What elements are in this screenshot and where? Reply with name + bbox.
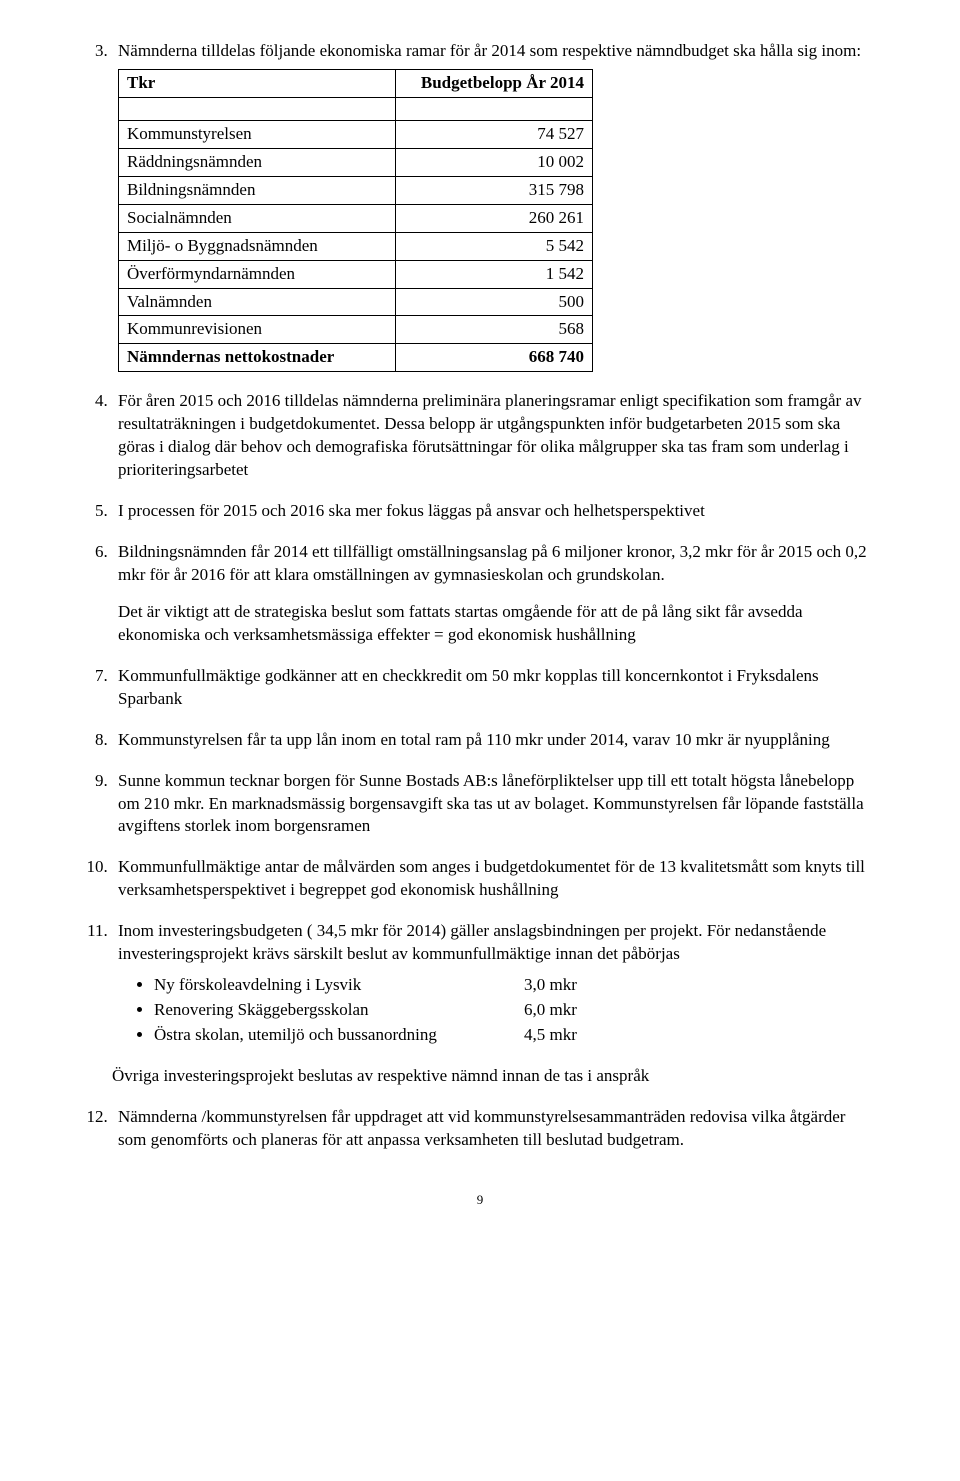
table-spacer-row [119, 97, 593, 120]
budget-table: Tkr Budgetbelopp År 2014 Kommunstyrelsen… [118, 69, 593, 372]
row-label: Valnämnden [119, 288, 396, 316]
table-row: Socialnämnden260 261 [119, 204, 593, 232]
item9-text: Sunne kommun tecknar borgen för Sunne Bo… [118, 771, 864, 836]
row-value: 568 [396, 316, 593, 344]
item6-p2: Det är viktigt att de strategiska beslut… [118, 601, 870, 647]
row-value: 260 261 [396, 204, 593, 232]
numbered-list-continued: Nämnderna /kommunstyrelsen får uppdraget… [90, 1106, 870, 1152]
table-row: Räddningsnämnden10 002 [119, 148, 593, 176]
item11-p1: Inom investeringsbudgeten ( 34,5 mkr för… [118, 921, 826, 963]
item10-text: Kommunfullmäktige antar de målvärden som… [118, 857, 865, 899]
bullet-amount: 6,0 mkr [524, 999, 624, 1022]
item8-text: Kommunstyrelsen får ta upp lån inom en t… [118, 730, 830, 749]
header-tkr: Tkr [119, 69, 396, 97]
item12-text: Nämnderna /kommunstyrelsen får uppdraget… [118, 1107, 845, 1149]
bullet-amount: 3,0 mkr [524, 974, 624, 997]
list-item-9: Sunne kommun tecknar borgen för Sunne Bo… [112, 770, 870, 839]
document-page: Nämnderna tilldelas följande ekonomiska … [0, 0, 960, 1481]
list-item-4: För åren 2015 och 2016 tilldelas nämnder… [112, 390, 870, 482]
table-total-row: Nämndernas nettokostnader 668 740 [119, 344, 593, 372]
total-value: 668 740 [396, 344, 593, 372]
bullet-item: Östra skolan, utemiljö och bussanordning… [154, 1024, 870, 1047]
table-row: Bildningsnämnden315 798 [119, 176, 593, 204]
table-row: Valnämnden500 [119, 288, 593, 316]
list-item-11: Inom investeringsbudgeten ( 34,5 mkr för… [112, 920, 870, 1047]
bullet-item: Renovering Skäggebergsskolan 6,0 mkr [154, 999, 870, 1022]
list-item-7: Kommunfullmäktige godkänner att en check… [112, 665, 870, 711]
item3-intro: Nämnderna tilldelas följande ekonomiska … [118, 41, 861, 60]
row-label: Överförmyndarnämnden [119, 260, 396, 288]
row-value: 74 527 [396, 120, 593, 148]
total-label: Nämndernas nettokostnader [119, 344, 396, 372]
row-label: Socialnämnden [119, 204, 396, 232]
bullet-text: Renovering Skäggebergsskolan [154, 999, 524, 1022]
post-11-paragraph: Övriga investeringsprojekt beslutas av r… [112, 1065, 870, 1088]
list-item-10: Kommunfullmäktige antar de målvärden som… [112, 856, 870, 902]
bullet-item: Ny förskoleavdelning i Lysvik 3,0 mkr [154, 974, 870, 997]
bullet-amount: 4,5 mkr [524, 1024, 624, 1047]
row-value: 500 [396, 288, 593, 316]
numbered-list: Nämnderna tilldelas följande ekonomiska … [90, 40, 870, 1047]
investment-bullets: Ny förskoleavdelning i Lysvik 3,0 mkr Re… [118, 974, 870, 1047]
row-value: 1 542 [396, 260, 593, 288]
item7-text: Kommunfullmäktige godkänner att en check… [118, 666, 819, 708]
header-budgetbelopp: Budgetbelopp År 2014 [396, 69, 593, 97]
table-row: Miljö- o Byggnadsnämnden5 542 [119, 232, 593, 260]
row-value: 5 542 [396, 232, 593, 260]
row-label: Kommunstyrelsen [119, 120, 396, 148]
list-item-8: Kommunstyrelsen får ta upp lån inom en t… [112, 729, 870, 752]
bullet-text: Ny förskoleavdelning i Lysvik [154, 974, 524, 997]
table-row: Kommunrevisionen568 [119, 316, 593, 344]
page-number: 9 [90, 1192, 870, 1208]
table-header-row: Tkr Budgetbelopp År 2014 [119, 69, 593, 97]
list-item-6: Bildningsnämnden får 2014 ett tillfällig… [112, 541, 870, 647]
row-value: 315 798 [396, 176, 593, 204]
list-item-3: Nämnderna tilldelas följande ekonomiska … [112, 40, 870, 372]
item6-p1: Bildningsnämnden får 2014 ett tillfällig… [118, 542, 867, 584]
item4-text: För åren 2015 och 2016 tilldelas nämnder… [118, 391, 862, 479]
item5-text: I processen för 2015 och 2016 ska mer fo… [118, 501, 705, 520]
row-label: Miljö- o Byggnadsnämnden [119, 232, 396, 260]
row-value: 10 002 [396, 148, 593, 176]
table-row: Kommunstyrelsen74 527 [119, 120, 593, 148]
list-item-5: I processen för 2015 och 2016 ska mer fo… [112, 500, 870, 523]
list-item-12: Nämnderna /kommunstyrelsen får uppdraget… [112, 1106, 870, 1152]
row-label: Bildningsnämnden [119, 176, 396, 204]
row-label: Räddningsnämnden [119, 148, 396, 176]
table-row: Överförmyndarnämnden1 542 [119, 260, 593, 288]
bullet-text: Östra skolan, utemiljö och bussanordning [154, 1024, 524, 1047]
row-label: Kommunrevisionen [119, 316, 396, 344]
